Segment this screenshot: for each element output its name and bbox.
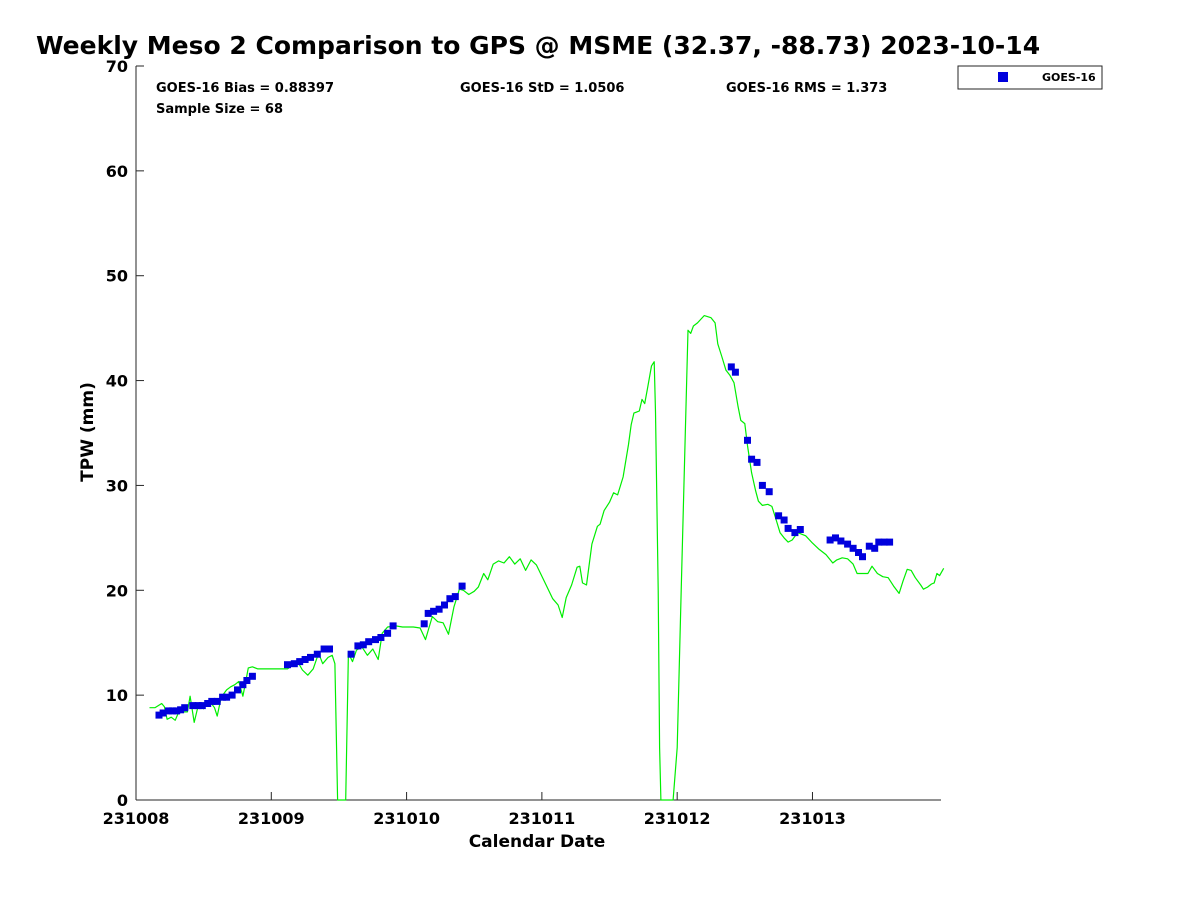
- goes16-point: [219, 693, 227, 701]
- goes16-point: [731, 368, 739, 376]
- legend: GOES-16: [957, 65, 1103, 90]
- goes16-point: [347, 650, 355, 658]
- goes16-point: [169, 707, 176, 715]
- goes16-point: [301, 656, 309, 663]
- goes16-point: [880, 538, 888, 546]
- goes16-point: [208, 697, 216, 705]
- goes16-point: [875, 538, 883, 546]
- goes16-point: [849, 544, 857, 552]
- goes16-point: [837, 537, 845, 545]
- y-tick-label: 10: [106, 686, 128, 705]
- goes16-point: [177, 706, 185, 714]
- goes16-point: [194, 702, 202, 710]
- stat-std: GOES-16 StD = 1.0506: [460, 81, 624, 96]
- goes16-point: [435, 605, 443, 613]
- legend-box: [957, 65, 1103, 90]
- goes16-point: [234, 686, 241, 694]
- y-tick-label: 50: [106, 267, 128, 286]
- stat-bias: GOES-16 Bias = 0.88397: [156, 81, 334, 96]
- y-tick-label: 40: [106, 372, 128, 391]
- gps-series-line: [149, 315, 945, 801]
- goes16-point: [181, 704, 189, 712]
- goes16-point: [284, 661, 291, 669]
- goes16-point: [765, 488, 773, 496]
- goes16-point: [223, 693, 231, 701]
- plot-area: 0 10 20 30 40 50 60 70 231008 231009 231010 231011…: [103, 57, 945, 828]
- goes16-point: [744, 436, 751, 444]
- stat-rms: GOES-16 RMS = 1.373: [726, 81, 887, 96]
- goes16-point: [377, 634, 385, 641]
- x-tick-label: 231012: [644, 809, 711, 828]
- goes16-point: [243, 677, 251, 684]
- x-tick-label: 231013: [779, 809, 846, 828]
- goes16-point: [784, 524, 792, 532]
- goes16-point: [155, 711, 163, 719]
- goes16-point: [446, 595, 454, 603]
- goes16-point: [372, 636, 379, 644]
- goes16-point: [159, 709, 167, 717]
- x-tick-label: 231008: [103, 809, 170, 828]
- goes16-point: [248, 672, 256, 680]
- goes16-point: [844, 540, 852, 548]
- goes16-point: [451, 593, 459, 601]
- goes16-point: [189, 702, 197, 710]
- goes16-point: [389, 622, 397, 630]
- goes16-point: [320, 645, 328, 653]
- goes16-point: [859, 553, 866, 561]
- series-layer: [149, 315, 945, 801]
- goes16-point: [758, 481, 766, 489]
- y-tick-label: 0: [117, 791, 128, 810]
- stat-sample-size: Sample Size = 68: [156, 102, 283, 117]
- goes16-point: [165, 707, 172, 715]
- x-tick-label: 231011: [508, 809, 575, 828]
- goes16-point: [791, 529, 799, 537]
- goes16-point: [359, 641, 367, 649]
- goes16-point: [204, 700, 212, 707]
- goes16-point: [748, 455, 756, 463]
- goes16-point: [420, 620, 428, 628]
- goes16-point: [384, 629, 392, 637]
- goes16-point: [727, 363, 735, 371]
- goes16-point: [326, 645, 333, 653]
- goes16-point: [865, 542, 873, 550]
- y-tick-label: 60: [106, 162, 128, 181]
- goes16-point: [354, 642, 362, 650]
- goes16-point: [173, 707, 181, 715]
- goes16-point: [430, 607, 438, 615]
- legend-label-goes16: GOES-16: [1042, 71, 1096, 84]
- goes16-point: [753, 458, 761, 466]
- y-tick-label: 70: [106, 57, 128, 76]
- goes16-point: [855, 549, 862, 556]
- x-tick-label: 231009: [238, 809, 305, 828]
- goes16-point: [296, 658, 304, 666]
- goes16-point: [775, 512, 783, 520]
- goes16-point: [458, 582, 466, 590]
- goes16-point: [198, 702, 206, 710]
- y-tick-label: 30: [106, 476, 128, 495]
- goes16-point: [780, 516, 788, 524]
- y-axis-label: TPW (mm): [78, 382, 98, 482]
- goes16-point: [796, 526, 804, 533]
- x-axis-label: Calendar Date: [469, 832, 606, 852]
- y-tick-label: 20: [106, 581, 128, 600]
- chart-title: Weekly Meso 2 Comparison to GPS @ MSME (…: [36, 31, 1040, 60]
- goes16-point: [441, 601, 448, 609]
- x-axis-ticks: 231008 231009 231010 231011 231012 231013: [103, 792, 846, 828]
- legend-marker-goes16: [998, 72, 1008, 82]
- goes16-point: [871, 544, 879, 552]
- goes16-point: [228, 691, 236, 699]
- x-tick-label: 231010: [373, 809, 440, 828]
- goes16-point: [826, 536, 834, 544]
- goes16-point: [832, 534, 839, 542]
- goes16-point: [307, 653, 314, 661]
- goes16-point: [290, 660, 298, 668]
- goes16-point: [424, 609, 432, 617]
- goes16-point: [313, 650, 321, 658]
- goes16-point: [213, 697, 221, 705]
- goes16-point: [886, 538, 894, 546]
- goes16-point: [239, 681, 247, 689]
- goes16-point: [365, 638, 373, 646]
- y-axis-ticks: 0 10 20 30 40 50 60 70: [106, 57, 144, 810]
